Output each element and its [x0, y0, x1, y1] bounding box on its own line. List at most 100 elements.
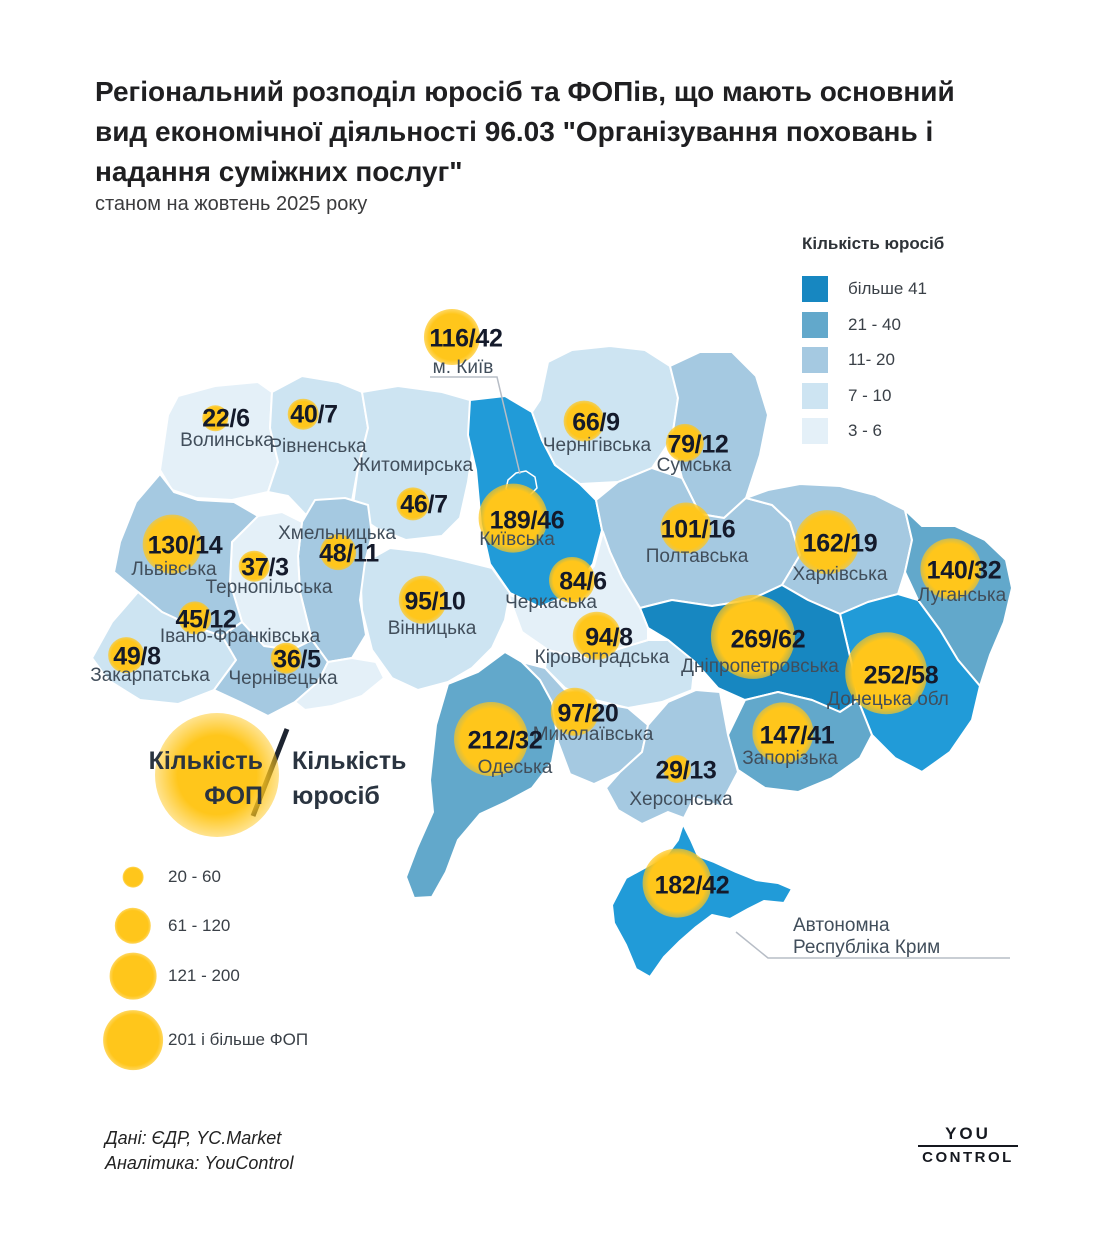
- fop-bubble: [478, 483, 548, 553]
- region-value: 130/14: [147, 531, 223, 560]
- color-legend-item: 21 - 40: [802, 311, 901, 338]
- region-name: Тернопільська: [205, 577, 333, 598]
- region-value: 212/32: [467, 726, 543, 755]
- fop-bubble: [178, 601, 212, 635]
- fop-bubble: [550, 687, 600, 737]
- region-value: 116/42: [429, 324, 503, 353]
- source-note: Дані: ЄДР, YC.Market Аналітика: YouContr…: [105, 1126, 293, 1176]
- region-value: 182/42: [654, 871, 730, 900]
- kyiv-callout-line: [430, 376, 521, 475]
- fop-bubble: [845, 632, 927, 714]
- color-legend-label: 7 - 10: [848, 385, 892, 405]
- callout-lines: [430, 376, 1010, 959]
- page-title: Регіональний розподіл юросіб та ФОПів, щ…: [95, 76, 955, 187]
- fop-bubble: [665, 423, 705, 463]
- region-name: Київська: [479, 529, 555, 550]
- size-legend-circle: [114, 907, 152, 945]
- logo-you: YOU: [945, 1124, 991, 1143]
- region-value: 162/19: [802, 529, 878, 558]
- region-name: Кіровоградська: [534, 647, 670, 668]
- logo-control: CONTROL: [922, 1149, 1014, 1166]
- region-value: 84/6: [559, 567, 607, 596]
- crimea-callout-line1: Автономна: [793, 915, 890, 936]
- region-value: 29/13: [655, 756, 717, 785]
- region-value: 189/46: [489, 506, 565, 535]
- fop-bubble: [320, 534, 356, 570]
- fop-bubble: [287, 398, 319, 430]
- region-name: Запорізька: [742, 748, 838, 769]
- color-legend-swatch: [802, 347, 828, 373]
- region-value: 79/12: [667, 430, 729, 459]
- region-value: 45/12: [175, 605, 237, 634]
- region-name: Миколаївська: [532, 724, 654, 745]
- region-value: 147/41: [759, 721, 835, 750]
- region-name: Закарпатська: [90, 665, 210, 686]
- fop-bubble: [662, 754, 692, 784]
- color-legend-label: 21 - 40: [848, 314, 901, 334]
- region-value: 66/9: [572, 408, 620, 437]
- size-legend-label: 201 і більше ФОП: [168, 1030, 309, 1049]
- fop-bubble: [454, 702, 528, 776]
- color-legend-item: 7 - 10: [802, 382, 892, 409]
- color-legend-item: 3 - 6: [802, 418, 882, 444]
- crimea-callout-line2: Республіка Крим: [793, 937, 941, 958]
- ratio-note-fop: Кількість ФОП: [148, 747, 263, 810]
- color-legend-title: Кількість юросіб: [802, 234, 945, 253]
- region-name: Рівненська: [269, 436, 367, 457]
- region-name: Черкаська: [505, 592, 597, 613]
- fop-bubble: [202, 405, 228, 431]
- region-shape-zhytomyr: [351, 385, 475, 541]
- color-legend-item: більше 41: [802, 276, 927, 302]
- region-name: Сумська: [656, 455, 732, 476]
- region-name: Одеська: [477, 757, 553, 778]
- color-legend-item: 11- 20: [802, 347, 895, 373]
- color-legend-label: 11- 20: [848, 350, 895, 369]
- region-value: 94/8: [585, 623, 633, 652]
- fop-bubble: [642, 848, 712, 918]
- region-value: 46/7: [400, 490, 448, 519]
- source-line2: Аналітика: YouControl: [105, 1153, 294, 1173]
- size-legend-circle: [122, 866, 144, 888]
- region-name: Волинська: [180, 430, 274, 451]
- region-value: 269/62: [730, 625, 806, 654]
- fop-bubble: [752, 702, 814, 764]
- fop-bubble: [660, 502, 712, 554]
- size-legend-label: 121 - 200: [168, 966, 240, 985]
- fop-bubble: [795, 510, 859, 574]
- fop-bubble: [108, 637, 144, 673]
- region-value: 49/8: [113, 642, 161, 671]
- region-name: Харківська: [792, 564, 888, 585]
- crimea-callout-line: [735, 931, 1010, 959]
- size-legend-label: 20 - 60: [168, 867, 221, 886]
- region-value: 22/6: [202, 404, 250, 433]
- fop-bubble: [238, 550, 270, 582]
- region-value: 97/20: [557, 699, 619, 728]
- color-legend-label: 3 - 6: [848, 421, 883, 440]
- ratio-note-glow: [155, 713, 279, 837]
- region-name: Чернівецька: [228, 668, 338, 689]
- size-legend-circle: [103, 1010, 163, 1070]
- region-name: Дніпропетровська: [681, 656, 839, 677]
- region-shape-chernivtsi: [294, 657, 385, 711]
- region-name: Хмельницька: [278, 523, 396, 544]
- fop-bubble: [920, 538, 982, 600]
- region-name: Львівська: [131, 559, 217, 580]
- fop-bubble: [710, 594, 796, 680]
- region-value: 36/5: [273, 645, 321, 674]
- youcontrol-logo: YOU CONTROL: [918, 1124, 1018, 1166]
- crimea-callout-label: Автономна Республіка Крим: [793, 915, 940, 959]
- color-legend-label: більше 41: [848, 279, 928, 298]
- region-value: 252/58: [863, 661, 939, 690]
- color-legend-swatch: [802, 418, 828, 444]
- fop-bubble: [423, 308, 481, 366]
- region-value: 48/11: [319, 539, 379, 568]
- logo-rule: [918, 1145, 1018, 1147]
- region-value: 101/16: [660, 515, 736, 544]
- region-value: 95/10: [404, 587, 466, 616]
- size-legend-label: 61 - 120: [168, 916, 231, 935]
- region-name: Житомирська: [352, 455, 474, 476]
- color-legend-swatch: [802, 311, 828, 338]
- region-name: Донецька обл: [827, 689, 949, 710]
- color-legend-swatch: [802, 276, 828, 302]
